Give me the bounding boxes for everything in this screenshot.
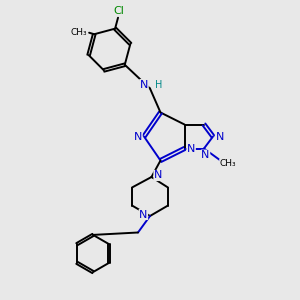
Text: Cl: Cl	[114, 6, 125, 16]
Text: CH₃: CH₃	[71, 28, 88, 37]
Text: N: N	[140, 80, 148, 90]
Text: N: N	[134, 131, 142, 142]
Text: N: N	[139, 209, 148, 220]
Text: H: H	[155, 80, 162, 90]
Text: N: N	[154, 170, 162, 181]
Text: N: N	[187, 143, 195, 154]
Text: CH₃: CH₃	[220, 159, 236, 168]
Text: N: N	[215, 131, 224, 142]
Text: N: N	[201, 150, 210, 160]
